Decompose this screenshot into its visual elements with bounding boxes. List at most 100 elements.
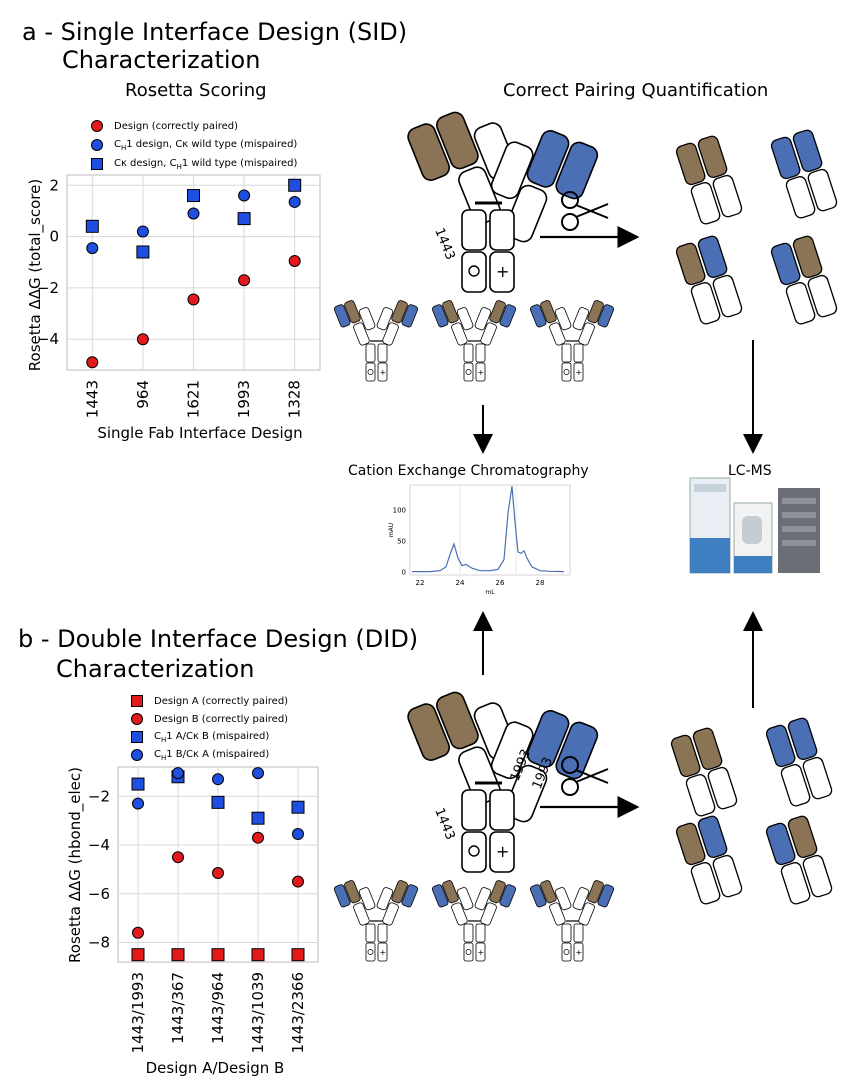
lcms-title: LC-MS: [728, 463, 772, 479]
data-point: [131, 948, 145, 962]
legend-a-item: Design (correctly paired): [90, 117, 297, 135]
x-tick-label: 1621: [185, 380, 203, 418]
legend-a: Design (correctly paired) CH1 design, Cκ…: [90, 117, 297, 173]
legend-label: Design B (correctly paired): [154, 713, 289, 725]
legend-label: CH1 B/Cκ A (mispaired): [154, 748, 270, 762]
data-point: [187, 207, 200, 220]
data-point: [251, 948, 265, 962]
x-axis-label: Single Fab Interface Design: [97, 424, 302, 442]
data-point: [131, 777, 145, 791]
data-point: [136, 245, 150, 259]
x-tick-label: 24: [456, 579, 465, 587]
cex-chromatogram: 22 24 26 28 0 50 100 mAU mL: [388, 484, 571, 596]
data-point: [288, 178, 302, 192]
legend-marker-blue-square: [91, 158, 103, 170]
x-axis-label: mL: [485, 589, 495, 596]
data-point: [252, 831, 264, 844]
data-point: [132, 926, 144, 939]
data-point: [172, 767, 184, 780]
x-tick-label: 1328: [286, 380, 304, 418]
legend-marker-red-circle: [91, 120, 103, 132]
plot-frame: [409, 484, 571, 576]
legend-label: CH1 A/Cκ B (mispaired): [154, 730, 270, 744]
data-point: [187, 293, 200, 306]
data-point: [132, 797, 144, 810]
y-tick-label: −4: [88, 836, 110, 854]
sid-label: 1443: [431, 226, 457, 262]
did-mispaired-antibodies: [332, 874, 616, 962]
panel-b-title-line1: b - Double Interface Design (DID): [18, 625, 419, 653]
legend-b: Design A (correctly paired) Design B (co…: [130, 692, 288, 764]
panel-b-title-line2: Characterization: [56, 655, 255, 683]
data-point: [172, 851, 184, 864]
y-tick-label: −2: [88, 787, 110, 805]
legend-b-item: CH1 A/Cκ B (mispaired): [130, 728, 288, 746]
data-point: [136, 333, 149, 346]
legend-marker-blue-circle: [131, 749, 143, 761]
legend-a-item: Cκ design, CH1 wild type (mispaired): [90, 155, 297, 173]
x-tick-label: 28: [536, 579, 545, 587]
y-tick-label: −6: [88, 885, 110, 903]
y-tick-label: 0: [402, 568, 406, 576]
data-point: [171, 948, 185, 962]
did-antibody: 1443 1443 1993 1993 +: [407, 691, 599, 873]
panel-a-title-line2: Characterization: [62, 46, 261, 74]
data-point: [288, 254, 301, 267]
chromatogram-trace: [412, 486, 565, 573]
data-point: [291, 948, 305, 962]
x-tick-label: 1443: [83, 380, 101, 418]
legend-b-item: Design B (correctly paired): [130, 710, 288, 728]
y-tick-label: −8: [88, 934, 110, 952]
data-point: [187, 189, 200, 203]
sid-scatter-chart: 2 0 −2 −4 1443 964 1621 1993 1328 Rosetta ΔΔG (to…: [26, 174, 321, 442]
data-point: [237, 212, 251, 226]
lcms-instrument-icon: [689, 477, 820, 574]
x-tick-label: 1443/964: [209, 972, 227, 1044]
y-tick-label: −2: [37, 279, 59, 297]
y-tick-label: 2: [49, 176, 59, 194]
data-point: [251, 811, 265, 825]
x-tick-label: 1443/1993: [129, 972, 147, 1053]
x-tick-label: 1443/2366: [289, 972, 307, 1053]
y-axis-label: Rosetta ΔΔG (total_score): [26, 179, 45, 371]
panel-a-title-line1: a - Single Interface Design (SID): [22, 18, 408, 46]
svg-text:+: +: [496, 842, 509, 861]
data-point: [86, 356, 99, 369]
sid-antibody: 1443 1443 +: [407, 111, 599, 293]
data-point: [86, 242, 99, 255]
legend-marker-red-circle: [131, 713, 143, 725]
y-tick-label: 100: [393, 506, 406, 514]
legend-label: Design (correctly paired): [114, 120, 239, 132]
data-point: [238, 189, 251, 202]
y-axis-label: mAU: [388, 523, 395, 537]
svg-text:+: +: [496, 262, 509, 281]
x-tick-label: 1993: [235, 380, 253, 418]
data-point: [85, 219, 99, 233]
x-tick-label: 22: [416, 579, 425, 587]
did-fab-products: [669, 715, 834, 907]
data-point: [136, 225, 149, 238]
data-point: [292, 828, 304, 841]
legend-label: CH1 design, Cκ wild type (mispaired): [114, 138, 298, 152]
data-point: [211, 795, 225, 809]
y-axis-label: Rosetta ΔΔG (hbond_elec): [66, 767, 85, 963]
y-tick-label: 0: [49, 228, 59, 246]
pairing-diagram: + 1443 1443 +: [332, 111, 839, 962]
x-tick-label: 1443/367: [169, 972, 187, 1044]
cex-title: Cation Exchange Chromatography: [348, 463, 589, 479]
data-point: [252, 767, 264, 780]
x-tick-label: 1443/1039: [249, 972, 267, 1053]
legend-label: Design A (correctly paired): [154, 695, 289, 707]
y-tick-label: −4: [37, 330, 59, 348]
did-scatter-chart: −2 −4 −6 −8 1443/1993 1443/367 1443/964 1443/10…: [66, 766, 319, 1077]
legend-marker-red-square: [131, 695, 143, 707]
scissors-icon: [561, 756, 609, 796]
legend-marker-blue-circle: [91, 139, 103, 151]
data-point: [238, 274, 251, 287]
x-axis-label: Design A/Design B: [146, 1059, 285, 1077]
data-point: [211, 948, 225, 962]
did-label-a: 1443: [431, 806, 457, 842]
legend-b-item: CH1 B/Cκ A (mispaired): [130, 746, 288, 764]
sid-mispaired-antibodies: [332, 294, 616, 382]
legend-label: Cκ design, CH1 wild type (mispaired): [114, 157, 298, 171]
